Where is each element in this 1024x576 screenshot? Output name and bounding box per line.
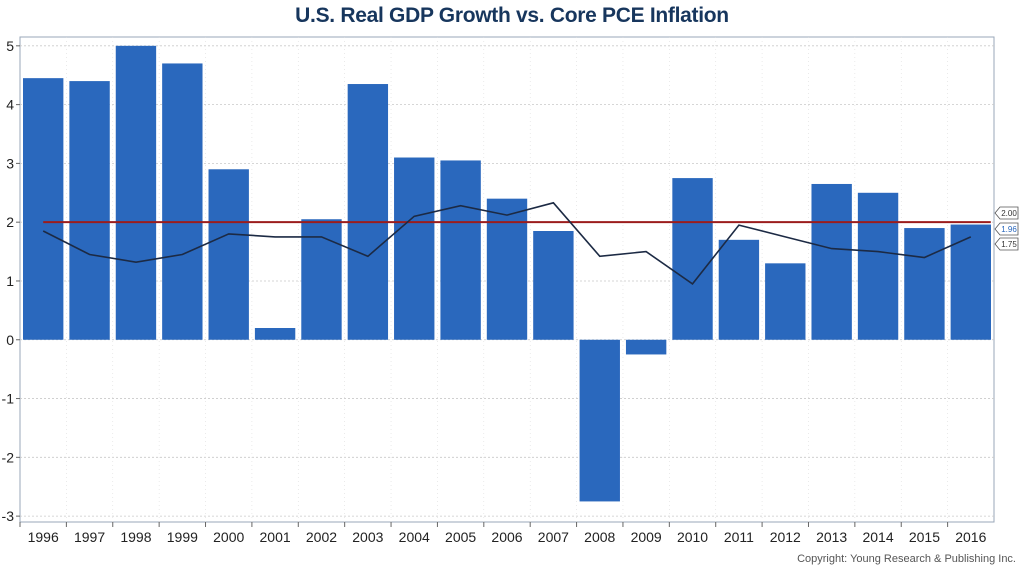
bar [672, 178, 713, 340]
x-tick-label: 2008 [584, 529, 615, 545]
x-tick-label: 2004 [399, 529, 430, 545]
y-tick-label: 5 [6, 38, 14, 54]
bar [857, 192, 899, 340]
bar [765, 263, 806, 340]
inflation-line [42, 201, 972, 285]
bar [301, 219, 342, 340]
x-tick-label: 2013 [816, 529, 847, 545]
bar [718, 239, 760, 340]
y-tick-label: -1 [2, 391, 15, 407]
x-tick-label: 2002 [306, 529, 337, 545]
x-tick-label: 2014 [862, 529, 893, 545]
x-tick-label: 2001 [260, 529, 291, 545]
x-tick-label: 2007 [538, 529, 569, 545]
end-value-label: 1.75 [994, 237, 1019, 251]
x-tick-label: 2003 [352, 529, 383, 545]
bar [69, 81, 110, 340]
x-tick-label: 2005 [445, 529, 476, 545]
bar [254, 328, 296, 340]
x-tick-label: 2012 [770, 529, 801, 545]
bar [162, 63, 203, 340]
chart-title: U.S. Real GDP Growth vs. Core PCE Inflat… [295, 4, 729, 27]
copyright-text: Copyright: Young Research & Publishing I… [797, 553, 1016, 565]
bar [115, 45, 157, 340]
bar [23, 78, 64, 340]
bar [208, 169, 249, 340]
x-tick-label: 2000 [213, 529, 244, 545]
bar [486, 198, 528, 340]
y-tick-label: -2 [2, 449, 15, 465]
end-value-label-box [994, 206, 1019, 220]
x-tick-label: 1999 [167, 529, 198, 545]
end-value-label-box [994, 222, 1019, 236]
y-tick-label: 1 [6, 273, 14, 289]
end-value-label-box [994, 237, 1019, 251]
bar [625, 339, 667, 355]
y-tick-label: 0 [6, 332, 14, 348]
bar [347, 84, 389, 340]
end-value-label-text: 2.00 [1001, 209, 1017, 218]
bar [950, 224, 991, 340]
x-tick-label: 1998 [120, 529, 151, 545]
bar [394, 157, 435, 340]
bar [533, 231, 574, 340]
y-tick-label: 4 [6, 97, 14, 113]
end-value-label: 1.96 [994, 222, 1019, 236]
x-tick-label: 1997 [74, 529, 105, 545]
x-tick-label: 2010 [677, 529, 708, 545]
x-tick-label: 2011 [724, 529, 754, 545]
end-value-label-text: 1.75 [1001, 240, 1017, 249]
x-tick-label: 2006 [491, 529, 522, 545]
x-tick-label: 2015 [909, 529, 940, 545]
bar [579, 339, 620, 502]
y-tick-label: -3 [2, 508, 15, 524]
x-tick-label: 2009 [631, 529, 662, 545]
x-tick-label: 1996 [28, 529, 59, 545]
bar [904, 228, 945, 340]
bar [811, 183, 852, 340]
y-tick-label: 3 [6, 155, 14, 171]
y-tick-label: 2 [6, 214, 14, 230]
x-tick-label: 2016 [955, 529, 986, 545]
end-value-label-text: 1.96 [1001, 225, 1017, 234]
bar [440, 160, 481, 340]
end-value-label: 2.00 [994, 206, 1019, 220]
